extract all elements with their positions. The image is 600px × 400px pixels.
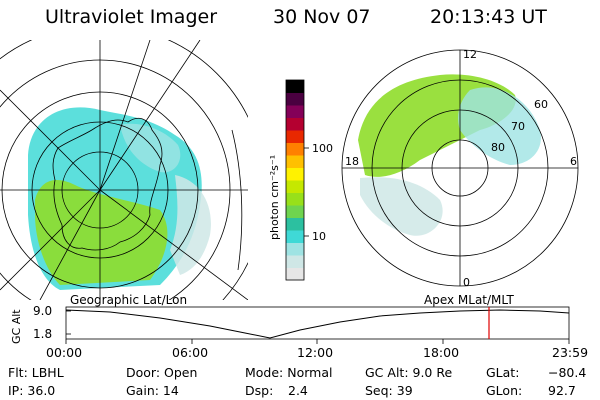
color-bar-label: photon cm⁻²s⁻¹ bbox=[268, 155, 281, 240]
coastline bbox=[52, 117, 163, 251]
altitude-ytick-9: 9.0 bbox=[33, 304, 53, 318]
right-aurora-cyan bbox=[458, 87, 541, 165]
color-bar-stripe bbox=[286, 242, 304, 256]
altitude-xtick-0600: 06:00 bbox=[172, 345, 209, 360]
earth-limb bbox=[231, 129, 243, 271]
mode-status: Mode: Normal bbox=[245, 365, 333, 380]
instrument-title: Ultraviolet Imager bbox=[45, 6, 218, 28]
color-bar-stripe bbox=[286, 205, 304, 218]
gain-status: Gain: 14 bbox=[126, 383, 179, 398]
color-bar-stripe bbox=[286, 167, 304, 181]
glon-label: GLon: bbox=[486, 383, 523, 398]
altitude-plot: GC Alt bbox=[10, 306, 570, 344]
color-bar-stripe bbox=[286, 117, 304, 131]
mlt-label-6: 6 bbox=[570, 155, 577, 168]
dsp-label: Dsp: bbox=[245, 383, 274, 398]
time-label: 20:13:43 UT bbox=[430, 6, 547, 28]
color-bar-tick-10: 10 bbox=[312, 230, 326, 243]
color-bar-stripe bbox=[286, 255, 304, 268]
mlat-label-80: 80 bbox=[491, 141, 505, 154]
apex-polar-plot: 12 0 18 6 60 70 80 bbox=[341, 48, 579, 289]
dsp-value: 2.4 bbox=[288, 383, 308, 398]
altitude-xtick-1200: 12:00 bbox=[297, 345, 334, 360]
altitude-xtick-0000: 00:00 bbox=[46, 345, 83, 360]
color-bar-stripe bbox=[286, 80, 304, 93]
altitude-ylabel: GC Alt bbox=[10, 309, 23, 344]
right-map-title: Apex MLat/MLT bbox=[424, 293, 514, 307]
left-map-title: Geographic Lat/Lon bbox=[70, 293, 188, 307]
color-bar bbox=[286, 80, 304, 281]
mlt-label-12: 12 bbox=[463, 48, 477, 61]
altitude-ytick-1.8: 1.8 bbox=[33, 327, 53, 341]
mlat-label-70: 70 bbox=[511, 120, 525, 133]
right-aurora-fade bbox=[360, 177, 443, 236]
color-bar-frame bbox=[285, 79, 305, 281]
geographic-map bbox=[0, 40, 248, 300]
altitude-plot-frame bbox=[65, 306, 570, 340]
altitude-xtick-2359: 23:59 bbox=[552, 345, 589, 360]
mlt-label-18: 18 bbox=[345, 155, 359, 168]
color-bar-stripe bbox=[286, 155, 304, 168]
color-bar-tick-100: 100 bbox=[312, 142, 333, 155]
color-bar-stripe bbox=[286, 192, 304, 206]
filter-status: Flt: LBHL bbox=[8, 365, 64, 380]
color-bar-stripe bbox=[286, 142, 304, 156]
color-bar-stripe bbox=[286, 180, 304, 193]
glon-value: 92.7 bbox=[548, 383, 576, 398]
color-bar-stripe bbox=[286, 92, 304, 106]
glat-value: −80.4 bbox=[548, 365, 587, 380]
color-bar-stripe bbox=[286, 105, 304, 118]
altitude-xtick-1800: 18:00 bbox=[423, 345, 460, 360]
mlat-label-60: 60 bbox=[534, 98, 548, 111]
mlt-label-0: 0 bbox=[463, 276, 470, 289]
color-bar-stripe bbox=[286, 230, 304, 243]
seq-status: Seq: 39 bbox=[365, 383, 413, 398]
door-status: Door: Open bbox=[126, 365, 198, 380]
color-bar-stripe bbox=[286, 267, 304, 281]
color-bar-stripe bbox=[286, 217, 304, 231]
ip-status: IP: 36.0 bbox=[8, 383, 56, 398]
color-bar-stripe bbox=[286, 130, 304, 143]
gc-alt-status: GC Alt: 9.0 Re bbox=[365, 365, 453, 380]
altitude-curve bbox=[65, 309, 570, 339]
left-aurora-patch bbox=[120, 123, 181, 173]
glat-label: GLat: bbox=[486, 365, 520, 380]
date-label: 30 Nov 07 bbox=[273, 6, 371, 28]
